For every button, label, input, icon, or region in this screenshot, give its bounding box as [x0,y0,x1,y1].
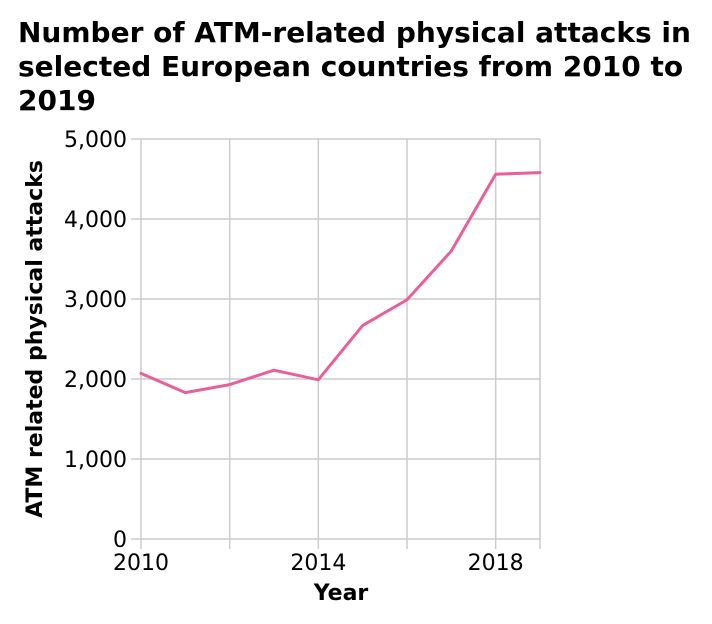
y-axis-label: ATM related physical attacks [23,160,48,518]
series-line-0 [139,171,542,395]
y-tick-label: 2,000 [64,368,127,393]
y-tick-label: 3,000 [64,288,127,313]
y-tick-label: 5,000 [64,128,127,153]
chart-title-line-3: 2019 [18,84,96,117]
y-tick-label: 1,000 [64,448,127,473]
series-layer [139,171,542,395]
gridlines [131,138,541,549]
x-tick-label: 2018 [468,551,524,576]
y-tick-label: 0 [113,528,127,553]
x-axis-ticks: 2010 2014 2018 [113,551,524,576]
chart-title-line-1: Number of ATM-related physical attacks i… [18,16,691,49]
y-tick-label: 4,000 [64,208,127,233]
x-tick-label: 2014 [290,551,346,576]
x-axis-label: Year [313,581,369,606]
y-axis-ticks: 0 1,000 2,000 3,000 4,000 5,000 [64,128,127,553]
x-tick-label: 2010 [113,551,169,576]
chart-title: Number of ATM-related physical attacks i… [18,16,691,117]
chart-title-line-2: selected European countries from 2010 to [18,50,683,83]
